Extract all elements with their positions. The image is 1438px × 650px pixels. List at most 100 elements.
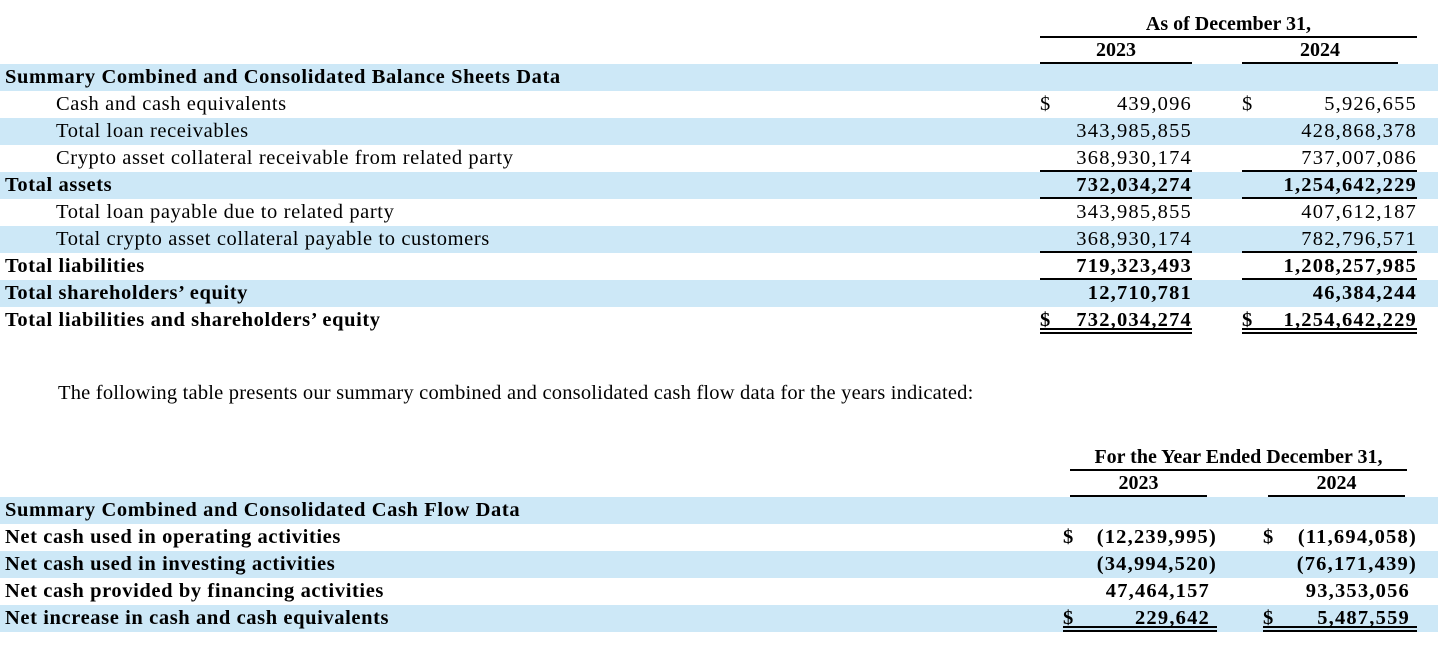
year-headers: 2023 2024 <box>1040 38 1438 64</box>
cell-value: 5,926,655 <box>1324 93 1417 115</box>
right-margin <box>1417 578 1438 605</box>
cell-value: 46,384,244 <box>1312 282 1417 304</box>
dollar-sign: $ <box>1063 526 1074 548</box>
cell-value: (76,171,439) <box>1296 553 1417 575</box>
intro-paragraph: The following table presents our summary… <box>58 382 974 404</box>
right-margin <box>1417 118 1438 145</box>
cash-flow-header: For the Year Ended December 31, 2023 202… <box>0 447 1438 497</box>
right-margin <box>1417 605 1438 632</box>
cell-value: 1,254,642,229 <box>1283 174 1417 196</box>
table-row: Net cash used in investing activities (34… <box>0 551 1438 578</box>
value-cell: 12,710,781 <box>1040 280 1192 307</box>
cell-value: 47,464,157 <box>1105 580 1210 602</box>
value-cell: (76,171,439) <box>1263 551 1417 578</box>
value-cell: 1,254,642,229 <box>1242 172 1417 199</box>
right-margin <box>1417 199 1438 226</box>
value-cell: (34,994,520) <box>1063 551 1217 578</box>
value-cell <box>1263 497 1417 524</box>
column-gap <box>1192 226 1242 253</box>
column-header-2023: 2023 <box>1070 471 1207 497</box>
cell-value: 343,985,855 <box>1076 120 1192 142</box>
row-label: Summary Combined and Consolidated Balanc… <box>5 66 561 88</box>
balance-sheet-rows: Summary Combined and Consolidated Balanc… <box>0 64 1438 334</box>
cell-value: 439,096 <box>1116 93 1192 115</box>
table-row: Crypto asset collateral receivable from … <box>0 145 1438 172</box>
right-margin <box>1417 145 1438 172</box>
column-header-2023: 2023 <box>1040 38 1192 64</box>
right-margin <box>1417 226 1438 253</box>
row-label: Summary Combined and Consolidated Cash F… <box>5 499 521 521</box>
dollar-sign: $ <box>1263 607 1274 629</box>
period-header: As of December 31, <box>1040 14 1417 38</box>
column-header-2024: 2024 <box>1268 471 1405 497</box>
dollar-sign: $ <box>1263 526 1274 548</box>
column-gap <box>1192 145 1242 172</box>
row-label: Total loan payable due to related party <box>56 201 395 223</box>
balance-sheet-header: As of December 31, 2023 2024 <box>0 14 1438 64</box>
cell-value: 719,323,493 <box>1076 255 1192 277</box>
value-cell: $229,642 <box>1063 605 1217 632</box>
value-cell: 719,323,493 <box>1040 253 1192 280</box>
right-margin <box>1417 280 1438 307</box>
row-label: Cash and cash equivalents <box>56 93 287 115</box>
table-row: Net cash used in operating activities $ (1… <box>0 524 1438 551</box>
table-row: Total loan payable due to related party 3… <box>0 199 1438 226</box>
column-gap <box>1192 280 1242 307</box>
table-row: Net increase in cash and cash equivalent… <box>0 605 1438 632</box>
value-cell: 343,985,855 <box>1040 199 1192 226</box>
cell-value: 229,642 <box>1134 607 1210 629</box>
cell-value: 368,930,174 <box>1076 147 1192 169</box>
table-row: Summary Combined and Consolidated Cash F… <box>0 497 1438 524</box>
cell-value: 428,868,378 <box>1301 120 1417 142</box>
column-gap <box>1192 38 1242 64</box>
value-cell: 368,930,174 <box>1040 226 1192 253</box>
right-margin <box>1417 172 1438 199</box>
table-row: Total shareholders’ equity 12,710,781 46,3… <box>0 280 1438 307</box>
value-cell: 93,353,056 <box>1263 578 1417 605</box>
value-cell: 368,930,174 <box>1040 145 1192 172</box>
cell-value: 407,612,187 <box>1301 201 1417 223</box>
cell-value: 93,353,056 <box>1305 580 1410 602</box>
right-margin <box>1417 551 1438 578</box>
value-cell <box>1040 64 1192 91</box>
row-label: Net cash used in operating activities <box>5 526 341 548</box>
column-gap <box>1217 605 1263 632</box>
value-cell: $5,487,559 <box>1263 605 1417 632</box>
value-cell: 737,007,086 <box>1242 145 1417 172</box>
cell-value: 368,930,174 <box>1076 228 1192 250</box>
table-row: Total loan receivables 343,985,855 428,868… <box>0 118 1438 145</box>
value-cell: $439,096 <box>1040 91 1192 118</box>
column-gap <box>1217 497 1263 524</box>
row-label: Crypto asset collateral receivable from … <box>56 147 514 169</box>
right-margin <box>1417 253 1438 280</box>
right-margin <box>1417 307 1438 334</box>
cell-value: 732,034,274 <box>1076 174 1192 196</box>
table-row: Net cash provided by financing activitie… <box>0 578 1438 605</box>
balance-sheet-table: As of December 31, 2023 2024 Summary Com… <box>0 14 1438 334</box>
dollar-sign: $ <box>1040 309 1051 331</box>
cell-value: 5,487,559 <box>1317 607 1410 629</box>
column-gap <box>1192 199 1242 226</box>
table-row: Cash and cash equivalents $439,096 $5,926,… <box>0 91 1438 118</box>
table-row: Total liabilities and shareholders’ equi… <box>0 307 1438 334</box>
column-gap <box>1192 253 1242 280</box>
period-header: For the Year Ended December 31, <box>1070 447 1407 471</box>
row-label: Total liabilities and shareholders’ equi… <box>5 309 381 331</box>
value-cell: $1,254,642,229 <box>1242 307 1417 334</box>
right-margin <box>1417 524 1438 551</box>
value-cell: 343,985,855 <box>1040 118 1192 145</box>
cell-value: 1,254,642,229 <box>1283 309 1417 331</box>
row-label: Total liabilities <box>5 255 145 277</box>
right-margin <box>1417 497 1438 524</box>
value-cell: 782,796,571 <box>1242 226 1417 253</box>
column-gap <box>1217 551 1263 578</box>
cell-value: 1,208,257,985 <box>1283 255 1417 277</box>
header-columns: As of December 31, 2023 2024 <box>1040 14 1438 64</box>
dollar-sign: $ <box>1063 607 1074 629</box>
cell-value: 732,034,274 <box>1076 309 1192 331</box>
value-cell: 407,612,187 <box>1242 199 1417 226</box>
column-gap <box>1217 524 1263 551</box>
table-row: Total assets 732,034,274 1,254,642,229 <box>0 172 1438 199</box>
table-row: Summary Combined and Consolidated Balanc… <box>0 64 1438 91</box>
